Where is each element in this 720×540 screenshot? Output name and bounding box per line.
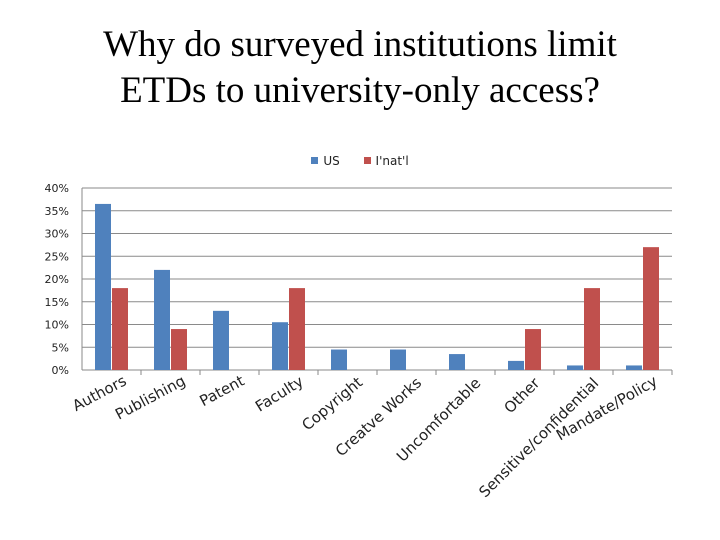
bar-us <box>567 365 583 370</box>
bar-intl <box>584 288 600 370</box>
chart-title-line-1: Why do surveyed institutions limit <box>103 24 617 65</box>
legend-swatch-intl <box>363 157 371 164</box>
legend-item-intl: I'nat'l <box>363 153 409 168</box>
y-tick-label: 35% <box>45 205 69 218</box>
bar-us <box>390 349 406 370</box>
x-tick-label: Other <box>500 374 543 417</box>
bar-us <box>626 365 642 370</box>
x-tick-label: Faculty <box>252 372 307 415</box>
y-tick-label: 5% <box>52 341 69 354</box>
bar-us <box>213 310 229 370</box>
legend-label-us: US <box>323 153 340 168</box>
bar-us <box>272 322 288 370</box>
chart-title: Why do surveyed institutions limit ETDs … <box>0 22 720 114</box>
bar-us <box>95 203 111 370</box>
y-tick-label: 15% <box>45 296 69 309</box>
bar-intl <box>525 329 541 370</box>
bar-intl <box>171 329 187 370</box>
x-tick-label: Patent <box>196 372 247 411</box>
chart-title-line-2: ETDs to university-only access? <box>120 70 600 111</box>
bar-us <box>154 269 170 370</box>
bar-us <box>331 349 347 370</box>
y-tick-label: 40% <box>45 182 69 195</box>
bar-us <box>449 354 465 370</box>
bar-intl <box>289 288 305 370</box>
bar-intl <box>643 247 659 370</box>
y-tick-label: 0% <box>52 364 69 377</box>
y-tick-label: 25% <box>45 250 69 263</box>
y-tick-label: 20% <box>45 273 69 286</box>
bar-intl <box>112 288 128 370</box>
bar-us <box>508 360 524 370</box>
legend-swatch-us <box>311 157 319 164</box>
y-tick-label: 30% <box>45 228 69 241</box>
legend-label-intl: I'nat'l <box>375 153 409 168</box>
y-tick-label: 10% <box>45 319 69 332</box>
legend: US I'nat'l <box>0 153 720 168</box>
x-tick-label: Sensitive/confidential <box>475 374 602 501</box>
legend-item-us: US <box>311 153 340 168</box>
